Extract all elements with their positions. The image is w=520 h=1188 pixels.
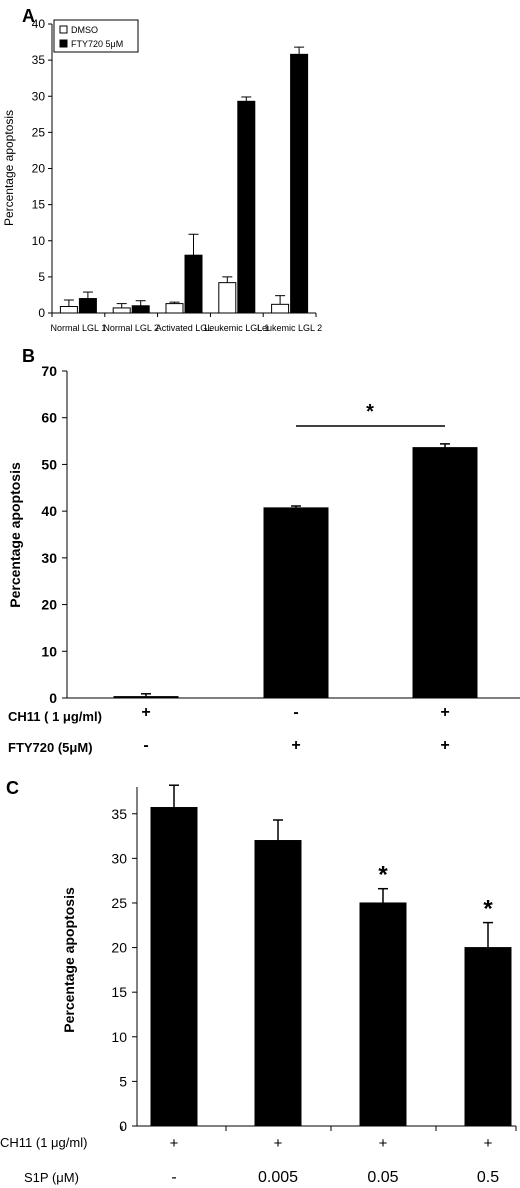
y-tick-label-c: 35 xyxy=(111,806,127,822)
legend-swatch-dmso xyxy=(59,25,68,34)
y-tick-label-b: 20 xyxy=(41,597,57,613)
significance-b: * xyxy=(296,401,445,427)
significance-marker-c: * xyxy=(483,896,493,923)
panel-a: A Percentage apoptosis 0510152025303540 … xyxy=(2,6,322,333)
x-tick-label-a: Normal LGL 1 xyxy=(51,323,107,333)
condition-table-c: CH11 (1 μg/ml) S1P (μM) + + + + - 0.005 0.05 0.… xyxy=(0,1135,499,1186)
panel-letter-b: B xyxy=(22,346,35,366)
bars-c: ** xyxy=(150,784,512,1127)
bar-c xyxy=(254,840,302,1127)
condition-value-c: - xyxy=(171,1169,176,1186)
y-tick-label-c: 0 xyxy=(119,1118,127,1134)
condition-value-c: + xyxy=(274,1135,283,1152)
condition-value-c: + xyxy=(484,1135,493,1152)
y-tick-label-b: 70 xyxy=(41,363,57,379)
panel-letter-a: A xyxy=(22,6,35,26)
y-axis-label-c: Percentage apoptosis xyxy=(61,887,77,1033)
bar-b xyxy=(113,696,179,699)
bar-c xyxy=(359,902,407,1127)
y-tick-label-c: 30 xyxy=(111,850,127,866)
x-tick-label-a: Normal LGL 2 xyxy=(103,323,159,333)
bar-b xyxy=(412,447,478,699)
bar-a xyxy=(218,282,237,314)
condition-value-b: + xyxy=(440,704,449,721)
bar-a xyxy=(112,307,131,314)
y-tick-label-a: 20 xyxy=(32,162,46,176)
y-tick-label-b: 0 xyxy=(49,690,57,706)
bar-a xyxy=(184,254,203,314)
bar-a xyxy=(59,305,78,314)
condition-value-b: + xyxy=(291,737,300,754)
y-tick-label-c: 25 xyxy=(111,895,127,911)
condition-value-b: - xyxy=(143,737,148,754)
condition-values-c: + + + + - 0.005 0.05 0.5 xyxy=(170,1135,500,1186)
x-tick-label-a: Activated LGL xyxy=(156,323,213,333)
bar-c xyxy=(150,807,198,1127)
condition-label-ch11-c: CH11 (1 μg/ml) xyxy=(0,1135,87,1150)
bar-c xyxy=(464,947,512,1127)
x-tick-label-a: Leukemic LGL 1 xyxy=(204,323,269,333)
bar-a xyxy=(78,298,97,314)
legend-box-a xyxy=(53,19,139,53)
bars-b xyxy=(113,443,478,699)
legend-label-dmso: DMSO xyxy=(71,25,98,35)
panel-b: B Percentage apoptosis 0 10 20 30 40 50 60 70 *… xyxy=(7,346,520,755)
y-tick-label-c: 5 xyxy=(119,1073,127,1089)
legend-a: DMSO FTY720 5μM xyxy=(53,19,139,53)
condition-values-b: + - + - + + xyxy=(141,704,449,754)
bar-b xyxy=(263,507,329,699)
y-tick-label-a: 25 xyxy=(32,125,46,139)
condition-label-fty720-b: FTY720 (5μM) xyxy=(8,740,93,755)
y-tick-label-a: 5 xyxy=(38,270,45,284)
x-tick-label-a: Leukemic LGL 2 xyxy=(257,323,322,333)
condition-value-c: 0.005 xyxy=(258,1169,298,1186)
axes-a: 0 5 10 15 20 25 30 35 40 xyxy=(32,17,317,320)
legend-label-fty720: FTY720 5μM xyxy=(71,39,123,49)
y-axis-label-a: Percentage apoptosis xyxy=(2,110,16,226)
y-tick-label-a: 15 xyxy=(32,198,46,212)
condition-value-b: + xyxy=(141,704,150,721)
y-tick-label-c: 20 xyxy=(111,940,127,956)
y-tick-label-a: 35 xyxy=(32,53,46,67)
condition-value-c: + xyxy=(379,1135,388,1152)
y-tick-label-a: 0 xyxy=(38,306,45,320)
panel-letter-c: C xyxy=(6,778,19,798)
bar-a xyxy=(290,53,309,314)
y-tick-label-b: 60 xyxy=(41,410,57,426)
condition-label-s1p-c: S1P (μM) xyxy=(24,1170,79,1185)
bar-a xyxy=(165,303,184,314)
condition-value-b: + xyxy=(440,737,449,754)
y-tick-label-a: 10 xyxy=(32,234,46,248)
bar-a xyxy=(271,303,290,314)
bars-a xyxy=(59,46,309,314)
condition-value-c: + xyxy=(170,1135,179,1152)
condition-table-b: CH11 ( 1 μg/ml) FTY720 (5μM) + - + - + + xyxy=(8,704,450,755)
significance-marker-c: * xyxy=(378,862,388,889)
y-axis-label-b: Percentage apoptosis xyxy=(7,462,23,608)
significance-marker-b: * xyxy=(366,401,374,423)
y-tick-label-c: 10 xyxy=(111,1029,127,1045)
condition-value-c: 0.05 xyxy=(367,1169,398,1186)
bar-a xyxy=(131,305,150,314)
y-tick-label-b: 10 xyxy=(41,643,57,659)
condition-value-b: - xyxy=(293,704,298,721)
y-tick-label-a: 40 xyxy=(32,17,46,31)
y-tick-label-b: 40 xyxy=(41,503,57,519)
condition-label-ch11-b: CH11 ( 1 μg/ml) xyxy=(8,709,102,724)
legend-swatch-fty720 xyxy=(59,39,68,48)
condition-value-c: 0.5 xyxy=(477,1169,499,1186)
axes-c: 0 5 10 15 20 25 30 35 xyxy=(111,787,517,1134)
y-tick-label-a: 30 xyxy=(32,89,46,103)
y-tick-label-c: 15 xyxy=(111,984,127,1000)
y-tick-label-b: 30 xyxy=(41,550,57,566)
y-tick-label-b: 50 xyxy=(41,456,57,472)
bar-a xyxy=(237,100,256,314)
